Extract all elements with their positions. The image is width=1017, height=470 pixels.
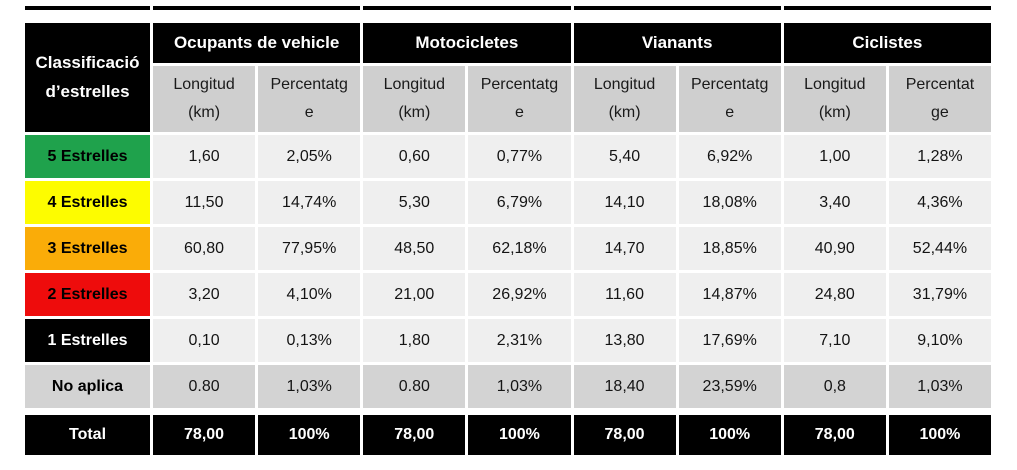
table-cell: 0.80 (153, 365, 256, 408)
table-cell: 13,80 (573, 319, 676, 362)
table-cell: 26,92% (468, 273, 571, 316)
group-header-ciclistes: Ciclistes (783, 23, 991, 63)
table-cell: 6,79% (468, 181, 571, 224)
cropped-cell-sliver (573, 6, 781, 10)
table-cell: 18,08% (678, 181, 781, 224)
table-cell: 14,70 (573, 227, 676, 270)
row-label-1-estrelles: 1 Estrelles (25, 319, 150, 362)
total-cell: 100% (888, 415, 991, 455)
total-cell: 78,00 (783, 415, 886, 455)
group-header-motocicletes: Motocicletes (363, 23, 571, 63)
table-cell: 24,80 (783, 273, 886, 316)
table-cell: 2,31% (468, 319, 571, 362)
subheader-percentatge: Percentat ge (888, 66, 991, 132)
subheader-longitud: Longitud (km) (363, 66, 466, 132)
row-label-3-estrelles: 3 Estrelles (25, 227, 150, 270)
table-cell: 0,13% (258, 319, 361, 362)
total-cell: 100% (258, 415, 361, 455)
table-cell: 3,20 (153, 273, 256, 316)
total-cell: 78,00 (573, 415, 676, 455)
table-cell: 1,03% (468, 365, 571, 408)
table-cell: 0,77% (468, 135, 571, 178)
table-cell: 40,90 (783, 227, 886, 270)
table-cell: 1,00 (783, 135, 886, 178)
cropped-row-above (25, 6, 991, 10)
subheader-longitud: Longitud (km) (153, 66, 256, 132)
table-cell: 14,74% (258, 181, 361, 224)
table-cell: 1,03% (888, 365, 991, 408)
group-header-ocupants: Ocupants de vehicle (153, 23, 361, 63)
table-cell: 14,87% (678, 273, 781, 316)
table-cell: 11,60 (573, 273, 676, 316)
page: Classificació d’estrelles Ocupants de ve… (25, 6, 991, 455)
table-cell: 1,03% (258, 365, 361, 408)
table-cell: 9,10% (888, 319, 991, 362)
cropped-cell-sliver (363, 6, 571, 10)
star-rating-table: Classificació d’estrelles Ocupants de ve… (25, 23, 991, 408)
table-cell: 23,59% (678, 365, 781, 408)
table-cell: 62,18% (468, 227, 571, 270)
table-cell: 7,10 (783, 319, 886, 362)
table-cell: 1,80 (363, 319, 466, 362)
total-cell: 78,00 (363, 415, 466, 455)
row-label-5-estrelles: 5 Estrelles (25, 135, 150, 178)
total-row: Total 78,00 100% 78,00 100% 78,00 100% 7… (25, 415, 991, 455)
table-cell: 1,60 (153, 135, 256, 178)
table-cell: 48,50 (363, 227, 466, 270)
total-cell: 100% (468, 415, 571, 455)
table-cell: 31,79% (888, 273, 991, 316)
table-cell: 11,50 (153, 181, 256, 224)
table-cell: 5,40 (573, 135, 676, 178)
total-cell: 100% (678, 415, 781, 455)
table-cell: 6,92% (678, 135, 781, 178)
table-cell: 21,00 (363, 273, 466, 316)
row-label-4-estrelles: 4 Estrelles (25, 181, 150, 224)
cropped-cell-sliver (153, 6, 361, 10)
table-cell: 18,85% (678, 227, 781, 270)
table-cell: 18,40 (573, 365, 676, 408)
table-cell: 4,36% (888, 181, 991, 224)
row-label-no-aplica: No aplica (25, 365, 150, 408)
table-cell: 0,10 (153, 319, 256, 362)
subheader-percentatge: Percentatg e (678, 66, 781, 132)
table-cell: 3,40 (783, 181, 886, 224)
subheader-longitud: Longitud (km) (783, 66, 886, 132)
table-cell: 14,10 (573, 181, 676, 224)
subheader-longitud: Longitud (km) (573, 66, 676, 132)
table-cell: 60,80 (153, 227, 256, 270)
subheader-percentatge: Percentatg e (258, 66, 361, 132)
subheader-percentatge: Percentatg e (468, 66, 571, 132)
cropped-cell-sliver (25, 6, 150, 10)
table-cell: 5,30 (363, 181, 466, 224)
total-label: Total (25, 415, 150, 455)
table-cell: 77,95% (258, 227, 361, 270)
table-cell: 52,44% (888, 227, 991, 270)
table-cell: 17,69% (678, 319, 781, 362)
cropped-cell-sliver (783, 6, 991, 10)
total-cell: 78,00 (153, 415, 256, 455)
table-cell: 4,10% (258, 273, 361, 316)
table-cell: 0.80 (363, 365, 466, 408)
table-cell: 0,8 (783, 365, 886, 408)
group-header-vianants: Vianants (573, 23, 781, 63)
table-cell: 0,60 (363, 135, 466, 178)
table-cell: 2,05% (258, 135, 361, 178)
corner-header: Classificació d’estrelles (25, 23, 150, 132)
table-cell: 1,28% (888, 135, 991, 178)
row-label-2-estrelles: 2 Estrelles (25, 273, 150, 316)
